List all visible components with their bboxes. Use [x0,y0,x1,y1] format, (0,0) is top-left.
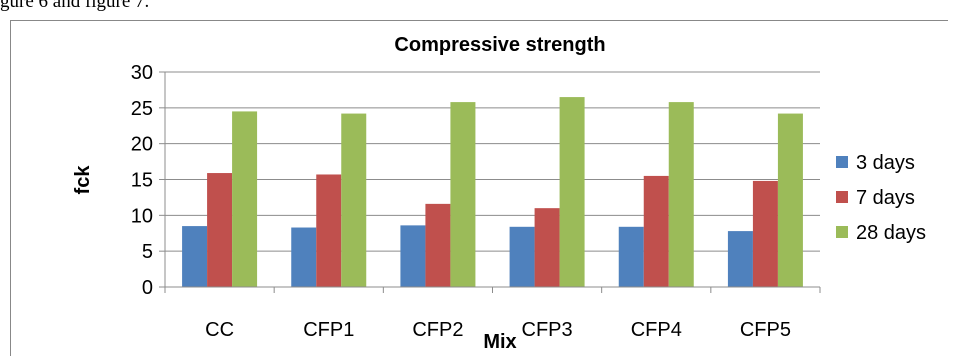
y-tick-label: 0 [142,277,153,299]
y-tick-label: 20 [131,134,153,156]
bar-cfp1-3-days [291,227,317,287]
x-tick-label: CFP5 [740,319,791,341]
chart-frame [10,20,948,356]
bar-cfp4-3-days [618,226,644,287]
bar-cc-3-days [182,226,208,287]
bar-cfp4-7-days [643,175,669,287]
bar-cfp2-3-days [400,225,426,287]
y-axis-label: fck [72,165,94,195]
x-tick-label: CC [205,319,234,341]
legend-label: 7 days [856,187,915,209]
bar-cfp1-7-days [316,174,342,287]
x-axis-label: Mix [483,331,516,353]
bar-cfp3-28-days [559,97,585,287]
bar-cc-28-days [232,111,258,288]
legend-label: 3 days [856,152,915,174]
axes [164,72,821,293]
grid-lines [159,71,820,288]
bar-cfp4-28-days [668,102,694,287]
y-tick-label: 25 [131,98,153,120]
x-tick-labels: CC CFP1 CFP2 CFP3 CFP4 CFP5 [205,319,791,341]
bar-cfp2-28-days [450,102,476,287]
bar-cc-7-days [207,173,233,287]
bars [182,97,803,288]
bar-cfp5-28-days [777,113,803,287]
x-tick-label: CFP3 [522,319,573,341]
bar-cfp5-3-days [727,231,753,287]
y-tick-labels: 0 5 10 15 20 25 30 [131,62,153,299]
chart-title: Compressive strength [394,34,605,56]
legend-swatch [836,156,848,168]
bar-cfp1-28-days [341,113,367,287]
y-tick-label: 30 [131,62,153,84]
x-tick-label: CFP1 [303,319,354,341]
x-tick-label: CFP2 [412,319,463,341]
y-tick-label: 5 [142,241,153,263]
legend-swatch [836,191,848,203]
top-text: gure 6 and figure 7. [0,0,150,12]
y-tick-label: 10 [131,205,153,227]
legend: 3 days 7 days 28 days [836,152,926,244]
bar-cfp2-7-days [425,203,451,287]
x-tick-label: CFP4 [631,319,682,341]
top-text-fragment: gure 6 and figure 7. [0,0,958,18]
legend-swatch [836,226,848,238]
bar-cfp5-7-days [752,180,778,287]
bar-cfp3-3-days [509,226,535,287]
bar-cfp3-7-days [534,208,560,287]
y-tick-label: 15 [131,170,153,192]
legend-label: 28 days [856,222,926,244]
